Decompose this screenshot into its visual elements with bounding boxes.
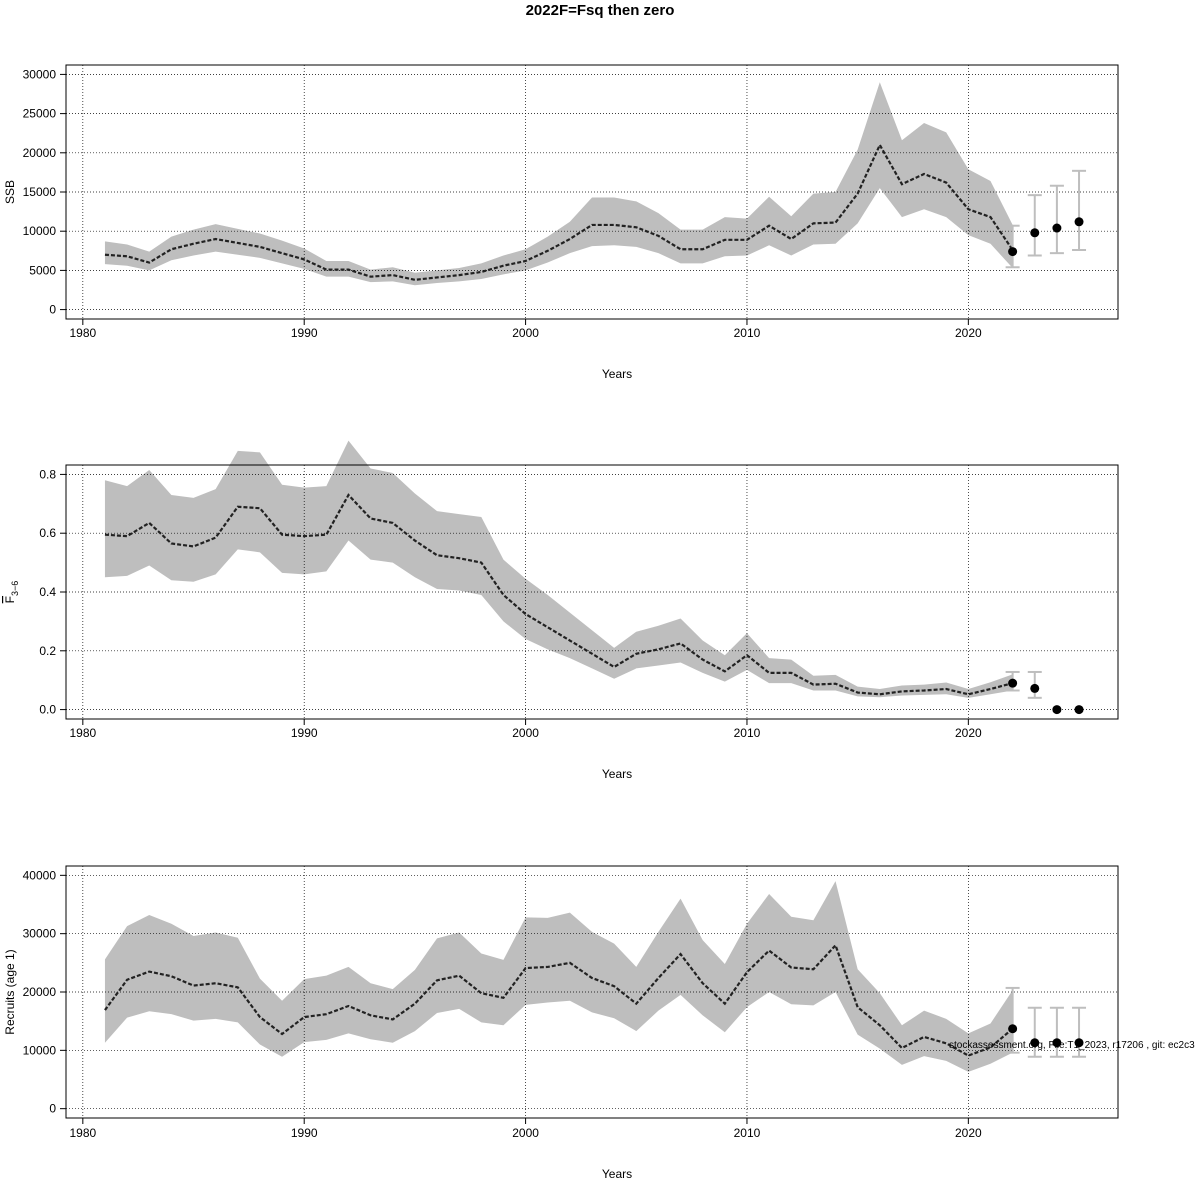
forecast-point <box>1052 223 1062 233</box>
y-axis-label: F3−6 <box>3 581 20 604</box>
y-tick-label: 0.0 <box>39 703 56 717</box>
x-tick-label: 1980 <box>69 1126 96 1140</box>
y-tick-label: 30000 <box>23 67 57 81</box>
page-title: 2022F=Fsq then zero <box>525 2 675 19</box>
x-tick-label: 2020 <box>955 726 982 740</box>
x-tick-label: 2010 <box>734 326 761 340</box>
x-axis-label: Years <box>602 1167 632 1181</box>
y-tick-label: 0.6 <box>39 526 56 540</box>
forecast-point <box>1030 1038 1040 1048</box>
y-tick-label: 10000 <box>23 224 57 238</box>
x-tick-label: 2020 <box>955 326 982 340</box>
y-tick-label: 30000 <box>23 927 57 941</box>
forecast-point <box>1052 1038 1062 1048</box>
y-axis-label-main: F <box>3 596 17 603</box>
confidence-band <box>104 82 1013 286</box>
x-tick-label: 1980 <box>69 726 96 740</box>
forecast-point <box>1030 228 1040 238</box>
estimate-line <box>104 943 1014 1057</box>
y-tick-label: 0 <box>49 1102 56 1116</box>
x-tick-label: 2010 <box>734 1126 761 1140</box>
estimate-line <box>104 493 1013 696</box>
x-axis-label: Years <box>602 367 632 381</box>
y-tick-label: 5000 <box>29 263 56 277</box>
confidence-band <box>104 881 1013 1072</box>
x-tick-label: 1980 <box>69 326 96 340</box>
x-tick-label: 2000 <box>512 1126 539 1140</box>
y-tick-label: 10000 <box>23 1043 57 1057</box>
y-tick-label: 0.4 <box>39 585 56 599</box>
x-tick-label: 1990 <box>291 1126 318 1140</box>
x-tick-label: 2000 <box>512 326 539 340</box>
panel-3: 1980 1990 2000 2010 2020 0 10000 20000 30000 4000… <box>3 865 1119 1181</box>
y-tick-label: 20000 <box>23 985 57 999</box>
source-stamp: stockassessment.org, File:T1_2023, r1720… <box>949 1040 1195 1051</box>
forecast-point <box>1074 1038 1084 1048</box>
x-axis-label: Years <box>602 767 632 781</box>
panel-2: 1980 1990 2000 2010 2020 0.0 0.2 0.4 0.6 0.8 Years… <box>3 440 1119 781</box>
y-tick-label: 0 <box>49 303 56 317</box>
y-tick-label: 40000 <box>23 868 57 882</box>
forecast-point <box>1008 678 1018 688</box>
forecast-point <box>1052 705 1062 715</box>
y-tick-label: 25000 <box>23 107 57 121</box>
y-tick-label: 0.8 <box>39 467 56 481</box>
y-axis-label: Recruits (age 1) <box>3 949 17 1034</box>
x-tick-label: 2000 <box>512 726 539 740</box>
y-tick-label: 0.2 <box>39 644 56 658</box>
y-tick-label: 20000 <box>23 146 57 160</box>
forecast-point <box>1008 247 1018 257</box>
confidence-band <box>104 440 1013 698</box>
y-tick-label: 15000 <box>23 185 57 199</box>
x-tick-label: 1990 <box>291 726 318 740</box>
panel-1: 1980 1990 2000 2010 2020 0 5000 10000 15000 20000… <box>3 64 1119 381</box>
forecast-point <box>1008 1024 1018 1034</box>
estimate-line <box>104 142 1014 281</box>
x-tick-label: 2020 <box>955 1126 982 1140</box>
y-axis-label-subscript: 3−6 <box>10 581 20 596</box>
x-tick-label: 1990 <box>291 326 318 340</box>
y-axis-label: SSB <box>3 180 17 204</box>
forecast-point <box>1030 683 1040 693</box>
forecast-point <box>1074 705 1084 715</box>
forecast-point <box>1074 217 1084 227</box>
x-tick-label: 2010 <box>734 726 761 740</box>
